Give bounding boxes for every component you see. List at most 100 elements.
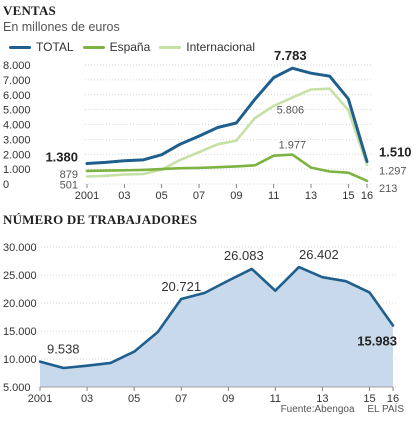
data-point-total: [123, 159, 126, 162]
data-point-espana: [347, 171, 350, 174]
x-tick-label: 16: [361, 190, 373, 202]
x-tick-label: 16: [387, 393, 399, 405]
data-point-espana: [328, 170, 331, 173]
data-label-total-2016: 1.510: [379, 145, 412, 160]
data-point-internacional: [198, 151, 200, 154]
x-tick-label: 13: [316, 393, 328, 405]
data-point-espana: [310, 166, 312, 169]
data-point-total: [310, 72, 312, 75]
data-point-internacional: [235, 139, 238, 142]
legend-swatch-total: [9, 45, 31, 49]
area-fill-workers: [40, 267, 393, 387]
data-point-internacional: [291, 96, 294, 99]
data-point-espana: [86, 170, 88, 172]
legend-label-espana: España: [109, 40, 151, 54]
data-label-total-2001: 1.380: [45, 149, 78, 164]
data-point-total: [198, 135, 200, 138]
data-point-total: [142, 159, 144, 161]
data-point-internacional: [347, 109, 350, 111]
data-point-espana: [142, 168, 144, 171]
x-tick-label: 07: [175, 393, 187, 405]
data-label-internacional-2001: 501: [60, 180, 78, 192]
data-label-workers-2012: 26.402: [299, 247, 339, 262]
data-point-workers: [321, 276, 324, 279]
y-tick-label: 5.000: [3, 105, 31, 117]
y-tick-label: 3.000: [3, 134, 31, 146]
footer: Fuente:Abengoa EL PAÍS: [281, 404, 404, 415]
data-point-espana: [216, 166, 219, 169]
data-point-workers: [274, 289, 277, 292]
data-point-workers: [368, 291, 371, 294]
data-label-internacional-2016: 1.297: [379, 166, 407, 178]
y-tick-label: 30.000: [3, 242, 37, 254]
data-point-internacional: [272, 105, 275, 107]
data-point-workers: [250, 268, 253, 270]
legend-swatch-internacional: [159, 45, 182, 49]
legend-item-total: TOTAL: [9, 40, 74, 54]
data-point-espana: [160, 168, 163, 171]
sales-line-chart: 0 1.000 2.000 3.000 4.000 5.000 6.000 7.000 8.00…: [3, 48, 412, 202]
data-point-internacional: [86, 175, 88, 178]
data-point-workers: [227, 279, 230, 282]
data-point-espana: [179, 167, 182, 170]
y-tick-label: 2.000: [3, 149, 31, 161]
x-tick-label: 11: [268, 190, 279, 202]
data-point-total: [235, 122, 238, 124]
x-tick-label: 03: [81, 393, 93, 405]
data-point-espana: [254, 164, 256, 167]
sales-legend: TOTAL España Internacional: [9, 39, 264, 55]
data-point-espana: [291, 153, 294, 156]
data-point-espana: [198, 167, 200, 169]
data-label-workers-2010: 26.083: [224, 248, 264, 263]
x-tick-label: 2001: [75, 190, 99, 202]
data-point-internacional: [216, 143, 219, 146]
data-label-workers-2001: 9.538: [47, 342, 80, 357]
data-label-espana-2001: 879: [60, 169, 78, 181]
y-tick-label: 5.000: [3, 382, 31, 394]
data-point-total: [179, 143, 182, 146]
sales-subtitle: En millones de euros: [3, 20, 120, 34]
workers-area-chart: 5.000 10.000 15.000 20.000 25.000 30.000 2001 0…: [3, 242, 399, 405]
data-point-workers: [133, 350, 136, 353]
y-tick-label: 25.000: [3, 270, 37, 282]
data-point-internacional: [310, 88, 312, 91]
y-tick-label: 1.000: [3, 164, 31, 176]
data-point-total: [216, 126, 219, 129]
legend-label-total: TOTAL: [36, 40, 74, 54]
data-point-total: [104, 161, 107, 164]
data-label-workers-2007: 20.721: [161, 279, 201, 294]
legend-swatch-espana: [82, 45, 105, 49]
data-point-total: [86, 162, 88, 165]
data-point-internacional: [254, 117, 256, 119]
sales-title: VENTAS: [3, 3, 56, 18]
data-point-internacional: [179, 159, 182, 161]
y-tick-label: 6.000: [3, 90, 31, 102]
data-point-internacional: [123, 173, 126, 176]
data-label-espana-2016: 213: [379, 183, 397, 195]
data-point-espana: [123, 169, 126, 172]
data-point-workers: [392, 324, 394, 327]
data-label-total-2012: 7.783: [274, 48, 307, 63]
legend-label-internacional: Internacional: [186, 40, 255, 54]
x-tick-label: 11: [270, 393, 281, 405]
data-point-total: [272, 76, 275, 79]
series-line-workers: [38, 265, 395, 370]
data-point-workers: [156, 331, 159, 334]
data-point-workers: [86, 364, 88, 367]
x-tick-label: 2001: [28, 393, 52, 405]
data-point-workers: [62, 367, 65, 369]
x-tick-label: 09: [230, 190, 242, 202]
data-label-workers-2016: 15.983: [357, 333, 397, 348]
data-label-espana-2012: 1.977: [279, 140, 307, 152]
data-point-workers: [180, 298, 183, 300]
x-tick-label: 15: [363, 393, 375, 405]
data-point-internacional: [366, 163, 368, 166]
publisher-credit: EL PAÍS: [367, 404, 404, 415]
data-point-total: [160, 153, 163, 156]
series-line-espana: [85, 153, 369, 183]
data-point-total: [328, 75, 331, 78]
data-point-workers: [39, 360, 41, 363]
y-tick-label: 4.000: [3, 120, 31, 132]
y-tick-label: 15.000: [3, 326, 37, 338]
legend-item-internacional: Internacional: [159, 40, 255, 54]
